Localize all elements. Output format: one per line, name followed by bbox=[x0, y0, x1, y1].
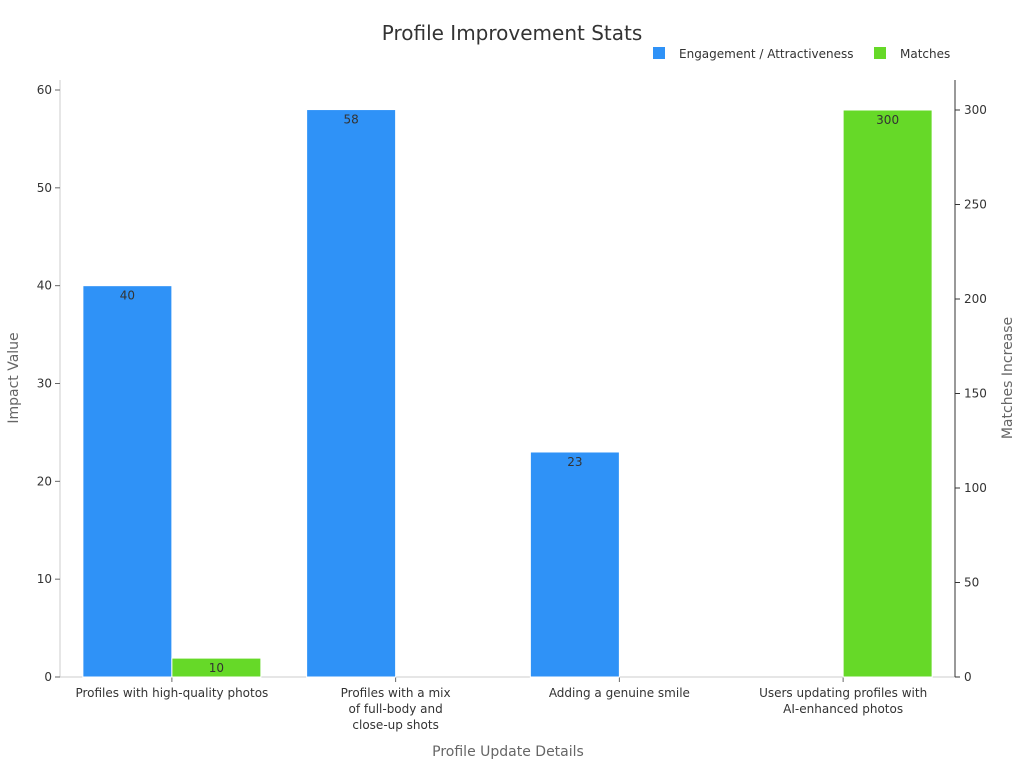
y-axis-label: Impact Value bbox=[6, 332, 22, 423]
legend-item[interactable]: Engagement / Attractiveness bbox=[653, 47, 854, 61]
y2-tick-label: 50 bbox=[964, 576, 979, 590]
y-tick-label: 50 bbox=[37, 181, 52, 195]
x-tick-label: Users updating profiles with AI-enhanced … bbox=[759, 686, 927, 716]
bar-data-label: 10 bbox=[209, 661, 224, 675]
x-tick-label: Profiles with a mix of full-body and close… bbox=[341, 686, 451, 732]
legend-item[interactable]: Matches bbox=[874, 47, 950, 61]
bar[interactable] bbox=[306, 109, 397, 678]
y-tick-label: 40 bbox=[37, 279, 52, 293]
bar[interactable] bbox=[171, 657, 262, 678]
bar-data-label: 300 bbox=[876, 113, 899, 127]
bar[interactable] bbox=[529, 451, 620, 678]
y2-tick-label: 200 bbox=[964, 292, 987, 306]
y-tick-label: 20 bbox=[37, 474, 52, 488]
legend-label: Matches bbox=[900, 47, 950, 61]
bar[interactable] bbox=[842, 109, 933, 678]
x-tick-label: Profiles with high-quality photos bbox=[75, 686, 268, 700]
y-tick-label: 60 bbox=[37, 83, 52, 97]
y2-tick-label: 150 bbox=[964, 387, 987, 401]
y-tick-label: 10 bbox=[37, 572, 52, 586]
y-tick-label: 30 bbox=[37, 377, 52, 391]
y2-axis-label: Matches Increase bbox=[1000, 317, 1016, 439]
y2-tick-label: 300 bbox=[964, 103, 987, 117]
legend-swatch bbox=[653, 47, 665, 59]
y-tick-label: 0 bbox=[44, 670, 52, 684]
chart-title: Profile Improvement Stats bbox=[382, 21, 643, 45]
legend-swatch bbox=[874, 47, 886, 59]
legend-label: Engagement / Attractiveness bbox=[679, 47, 854, 61]
bar[interactable] bbox=[82, 285, 173, 678]
bar-data-label: 40 bbox=[120, 289, 135, 303]
y2-tick-label: 250 bbox=[964, 198, 987, 212]
x-axis-label: Profile Update Details bbox=[432, 744, 584, 760]
y2-tick-label: 100 bbox=[964, 481, 987, 495]
x-tick-label: Adding a genuine smile bbox=[549, 686, 690, 700]
bar-data-label: 58 bbox=[343, 113, 358, 127]
legend: Engagement / Attractiveness Matches bbox=[653, 47, 950, 61]
bar-data-label: 23 bbox=[567, 455, 582, 469]
y2-tick-label: 0 bbox=[964, 670, 972, 684]
